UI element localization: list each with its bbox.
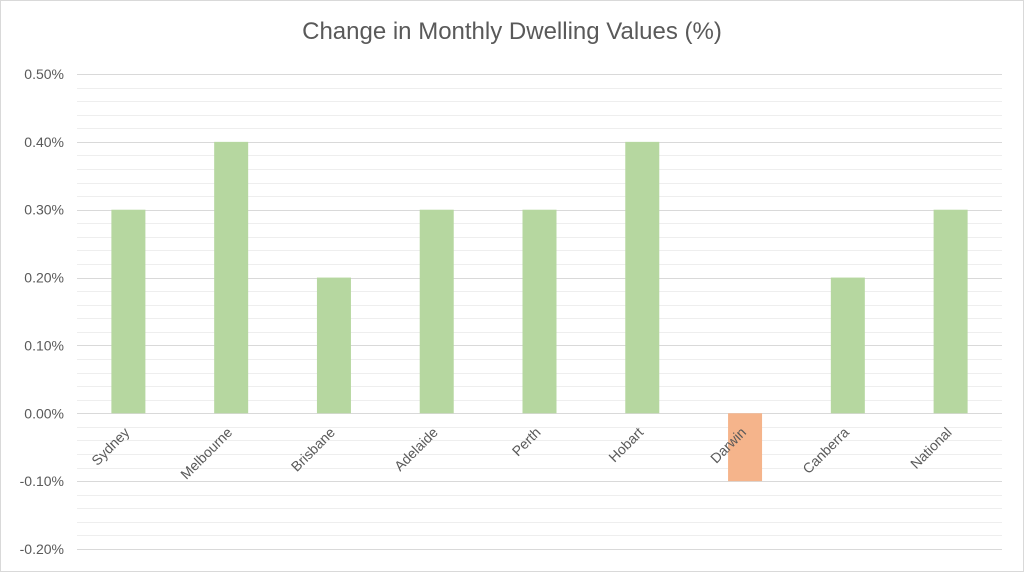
x-tick-label: Sydney	[88, 424, 132, 468]
y-tick-label: 0.50%	[24, 66, 64, 82]
bar-national	[933, 209, 968, 414]
x-tick-label: National	[907, 424, 955, 472]
y-tick-label: 0.20%	[24, 270, 64, 286]
bar-adelaide	[419, 209, 454, 414]
x-axis-labels: Sydney Melbourne Brisbane Adelaide Perth Hoba…	[88, 424, 955, 482]
bar-hobart	[625, 141, 660, 414]
y-tick-label: 0.40%	[24, 134, 64, 150]
y-tick-label: -0.20%	[20, 541, 64, 557]
bar-canberra	[830, 277, 865, 414]
bar-darwin	[728, 413, 763, 482]
chart-title: Change in Monthly Dwelling Values (%)	[302, 18, 722, 45]
x-tick-label: Hobart	[605, 424, 646, 465]
x-tick-label: Brisbane	[288, 424, 339, 475]
bar-melbourne	[214, 141, 249, 414]
y-tick-label: 0.00%	[24, 405, 64, 421]
x-tick-label: Perth	[509, 424, 544, 459]
y-tick-label: 0.10%	[24, 337, 64, 353]
bar-perth	[522, 209, 557, 414]
bar-sydney	[111, 209, 146, 414]
y-tick-label: -0.10%	[20, 473, 64, 489]
x-tick-label: Melbourne	[177, 424, 235, 482]
bars	[111, 141, 968, 482]
x-tick-label: Adelaide	[391, 424, 441, 474]
y-tick-label: 0.30%	[24, 202, 64, 218]
bar-brisbane	[316, 277, 351, 414]
y-axis-ticks: 0.50% 0.40% 0.30% 0.20% 0.10% 0.00% -0.10% -0.2…	[20, 66, 64, 557]
